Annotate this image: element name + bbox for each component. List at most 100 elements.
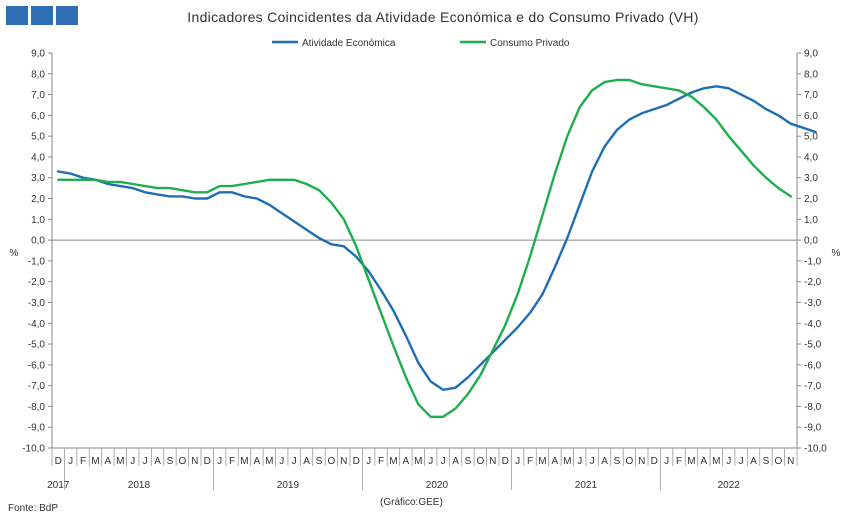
x-tick-label: A <box>750 456 757 467</box>
x-tick-label: J <box>68 456 73 467</box>
x-tick-label: J <box>515 456 520 467</box>
y-tick-label-right: -7,0 <box>804 381 822 392</box>
x-tick-label: J <box>590 456 595 467</box>
y-tick-label-right: -10,0 <box>804 444 827 455</box>
x-tick-label: J <box>739 456 744 467</box>
x-tick-label: J <box>366 456 371 467</box>
x-tick-label: N <box>638 456 645 467</box>
y-tick-label-left: 5,0 <box>31 132 45 143</box>
x-tick-label: F <box>378 456 384 467</box>
y-tick-label-right: 9,0 <box>804 49 818 60</box>
series-line <box>57 78 792 418</box>
y-tick-label-right: 1,0 <box>804 215 818 226</box>
x-tick-label: O <box>327 456 335 467</box>
y-tick-label-right: 4,0 <box>804 152 818 163</box>
y-tick-label-right: 0,0 <box>804 236 818 247</box>
x-tick-label: J <box>441 456 446 467</box>
x-tick-label: A <box>552 456 559 467</box>
x-tick-label: M <box>240 456 248 467</box>
x-tick-label: N <box>191 456 198 467</box>
x-tick-label: D <box>502 456 509 467</box>
logo-block <box>31 6 53 25</box>
y-tick-label-left: -6,0 <box>28 360 46 371</box>
x-tick-label: N <box>787 456 794 467</box>
x-tick-label: S <box>614 456 621 467</box>
y-tick-label-left: -2,0 <box>28 277 46 288</box>
y-tick-label-left: 0,0 <box>31 236 45 247</box>
y-tick-label-left: -1,0 <box>28 256 46 267</box>
x-tick-label: F <box>80 456 86 467</box>
x-tick-label: F <box>527 456 533 467</box>
y-tick-label-left: -4,0 <box>28 319 46 330</box>
x-tick-label: O <box>476 456 484 467</box>
y-tick-label-right: -9,0 <box>804 423 822 434</box>
x-tick-label: S <box>763 456 770 467</box>
chart-title: Indicadores Coincidentes da Atividade Ec… <box>187 9 698 25</box>
y-tick-label-left: -8,0 <box>28 402 46 413</box>
source-note: Fonte: BdP <box>8 503 59 514</box>
y-tick-label-right: -1,0 <box>804 256 822 267</box>
x-tick-label: M <box>687 456 695 467</box>
x-tick-label: M <box>563 456 571 467</box>
x-tick-label: J <box>143 456 148 467</box>
x-tick-label: M <box>116 456 124 467</box>
y-axis-label-right: % <box>832 248 841 259</box>
x-tick-label: N <box>340 456 347 467</box>
y-tick-label-left: -3,0 <box>28 298 46 309</box>
y-tick-label-right: 3,0 <box>804 173 818 184</box>
year-label: 2021 <box>575 480 598 491</box>
x-tick-label: M <box>414 456 422 467</box>
x-tick-label: A <box>601 456 608 467</box>
x-tick-label: S <box>316 456 323 467</box>
x-tick-label: S <box>167 456 174 467</box>
x-tick-label: A <box>701 456 708 467</box>
x-tick-label: D <box>353 456 360 467</box>
series-line <box>57 85 817 391</box>
x-tick-label: J <box>279 456 284 467</box>
y-tick-label-left: 3,0 <box>31 173 45 184</box>
x-tick-label: A <box>403 456 410 467</box>
x-tick-label: J <box>217 456 222 467</box>
x-tick-label: O <box>178 456 186 467</box>
year-label: 2017 <box>47 480 70 491</box>
legend-label: Consumo Privado <box>490 38 570 49</box>
x-tick-label: D <box>204 456 211 467</box>
x-tick-label: O <box>774 456 782 467</box>
x-tick-label: J <box>664 456 669 467</box>
x-tick-label: A <box>254 456 261 467</box>
x-tick-label: J <box>428 456 433 467</box>
y-tick-label-right: 2,0 <box>804 194 818 205</box>
y-tick-label-left: 8,0 <box>31 69 45 80</box>
x-tick-label: M <box>538 456 546 467</box>
year-label: 2019 <box>277 480 300 491</box>
x-tick-label: J <box>292 456 297 467</box>
y-tick-label-right: -5,0 <box>804 340 822 351</box>
year-label: 2018 <box>128 480 151 491</box>
y-tick-label-right: 8,0 <box>804 69 818 80</box>
y-tick-label-left: -7,0 <box>28 381 46 392</box>
y-tick-label-right: 7,0 <box>804 90 818 101</box>
series-group <box>57 78 817 418</box>
logo-block <box>6 6 28 25</box>
x-tick-label: M <box>389 456 397 467</box>
x-tick-label: F <box>676 456 682 467</box>
y-tick-label-right: 5,0 <box>804 132 818 143</box>
y-tick-label-left: -10,0 <box>22 444 45 455</box>
x-tick-label: D <box>55 456 62 467</box>
x-tick-label: N <box>489 456 496 467</box>
year-label: 2020 <box>426 480 449 491</box>
x-tick-label: A <box>105 456 112 467</box>
x-tick-label: A <box>154 456 161 467</box>
y-tick-label-left: -5,0 <box>28 340 46 351</box>
x-tick-label: S <box>465 456 472 467</box>
y-tick-label-left: -9,0 <box>28 423 46 434</box>
logo-block <box>56 6 78 25</box>
x-tick-label: J <box>577 456 582 467</box>
y-tick-label-left: 9,0 <box>31 49 45 60</box>
legend: Atividade Económica Consumo Privado <box>272 38 570 49</box>
y-tick-label-left: 2,0 <box>31 194 45 205</box>
year-label: 2022 <box>718 480 741 491</box>
y-tick-label-right: -8,0 <box>804 402 822 413</box>
x-tick-label: D <box>651 456 658 467</box>
